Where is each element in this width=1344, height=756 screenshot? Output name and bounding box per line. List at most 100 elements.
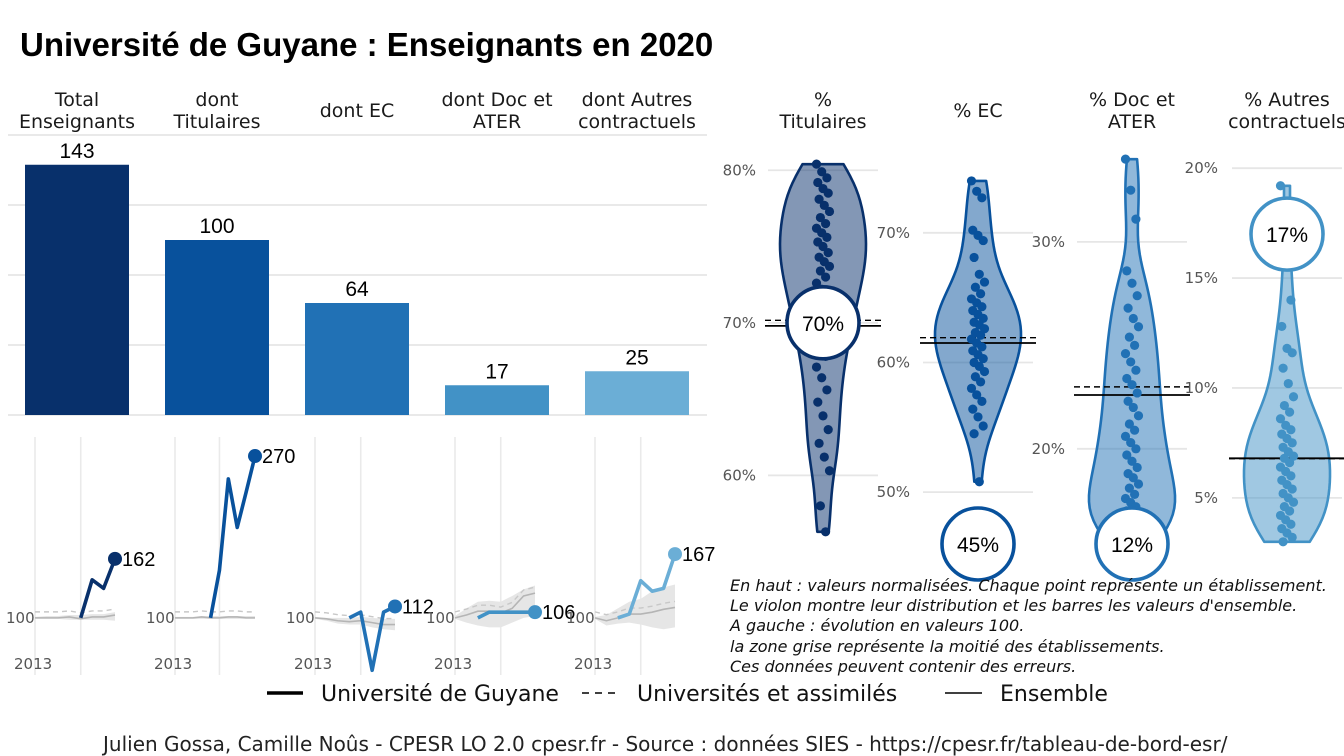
violin-header-label: % Doc et [1089, 89, 1175, 111]
bar [165, 240, 269, 415]
establishment-point [824, 206, 835, 217]
note-line: la zone grise représente la moitié des é… [730, 637, 1165, 656]
end-value-label: 167 [682, 544, 715, 566]
establishment-point [1128, 313, 1138, 324]
establishment-point [1124, 483, 1134, 493]
quartile-band [595, 584, 675, 630]
establishment-point [819, 200, 829, 210]
violin-tick-label: 60% [877, 353, 910, 371]
establishment-point [1287, 438, 1297, 448]
establishment-point [1275, 414, 1286, 424]
bar-header-label: Total [54, 89, 99, 111]
guyane-value-label: 70% [802, 313, 844, 336]
establishment-point [979, 277, 990, 287]
violin-header-label: % EC [953, 100, 1002, 122]
quartile-band [455, 585, 535, 628]
base-tick-label: 100 [426, 609, 455, 627]
establishment-point [1126, 185, 1136, 195]
establishment-point [966, 383, 977, 393]
establishment-point [970, 282, 981, 292]
violin-header-label: ATER [1108, 111, 1156, 133]
violin-shape [1087, 157, 1177, 542]
end-value-label: 112 [402, 596, 434, 618]
violin-header-label: % Autres [1244, 89, 1330, 111]
establishment-point [1127, 380, 1137, 390]
establishment-point [821, 219, 831, 229]
establishment-point [1120, 349, 1131, 359]
source-caption: Julien Gossa, Camille Noûs - CPESR LO 2.… [101, 732, 1228, 756]
establishment-point [1285, 407, 1295, 417]
year-tick-label: 2013 [294, 655, 332, 673]
universites-line [454, 586, 536, 613]
year-tick-label: 2013 [14, 655, 52, 673]
establishment-point [813, 177, 823, 188]
bar-header-label: dont Doc et [441, 89, 552, 111]
violin-tick-label: 60% [723, 466, 756, 484]
guyane-line [78, 558, 117, 619]
guyane-value-label: 45% [957, 534, 999, 557]
establishment-point [966, 176, 977, 186]
establishment-point [1127, 278, 1137, 288]
violin-tick-label: 50% [877, 483, 910, 501]
violin-tick-label: 10% [1185, 379, 1218, 397]
establishment-point [968, 404, 978, 414]
guyane-line [617, 553, 677, 620]
violin-charts: 80% 70% 60% 70% 70% 60% 50% 45% 30% 20% 12% 20% 15% 1… [723, 154, 1344, 582]
establishment-point [1286, 519, 1296, 529]
bar-value-label: 64 [345, 278, 369, 301]
establishment-point [1285, 506, 1295, 516]
establishment-point [1133, 479, 1144, 489]
ensemble-line [594, 606, 676, 622]
establishment-point [1285, 458, 1295, 468]
guyane-value-label: 12% [1111, 534, 1153, 557]
bar-header-label: dont EC [320, 100, 395, 122]
establishment-point [978, 421, 988, 431]
establishment-point [822, 385, 832, 395]
establishment-point [1133, 411, 1144, 421]
establishment-point [1275, 181, 1286, 191]
chart-notes: En haut : valeurs normalisées. Chaque po… [729, 576, 1327, 676]
violin-tick-label: 20% [1032, 440, 1065, 458]
establishment-point [1122, 450, 1132, 460]
establishment-point [1286, 425, 1296, 435]
guyane-value-circle [785, 285, 861, 361]
establishment-point [817, 167, 827, 177]
bar-header-label: Enseignants [19, 111, 135, 133]
base-tick-label: 100 [566, 609, 595, 627]
establishment-point [1127, 456, 1137, 466]
universites-line [35, 608, 116, 614]
violin-tick-label: 15% [1185, 269, 1218, 287]
establishment-point [976, 289, 986, 299]
establishment-point [824, 261, 835, 271]
year-tick-label: 2013 [574, 655, 612, 673]
guyane-line [208, 455, 257, 619]
violin-tick-label: 70% [723, 314, 756, 332]
bar-header-label: dont [195, 89, 238, 111]
establishment-point [977, 396, 987, 406]
guyane-value-circle [940, 506, 1016, 582]
note-line: En haut : valeurs normalisées. Chaque po… [730, 576, 1327, 595]
establishment-point [1126, 357, 1136, 367]
bar [585, 371, 689, 415]
establishment-point [822, 173, 832, 183]
establishment-point [1287, 348, 1297, 358]
establishment-point [1286, 295, 1296, 305]
ensemble-line [35, 614, 116, 620]
establishment-point [1132, 462, 1142, 473]
legend-label-ensemble: Ensemble [1000, 682, 1108, 707]
bar-header-label: dont Autres [582, 89, 693, 111]
establishment-point [1120, 431, 1131, 442]
establishment-point [818, 411, 828, 421]
establishment-point [814, 438, 824, 448]
establishment-point [815, 501, 826, 511]
base-tick-label: 100 [6, 609, 35, 627]
bar-value-label: 25 [625, 346, 648, 369]
establishment-point [814, 194, 824, 204]
guyane-end-point [388, 599, 402, 614]
universites-line [175, 610, 255, 613]
bar [305, 303, 409, 415]
violin-tick-label: 80% [723, 161, 756, 179]
establishment-point [979, 366, 990, 377]
